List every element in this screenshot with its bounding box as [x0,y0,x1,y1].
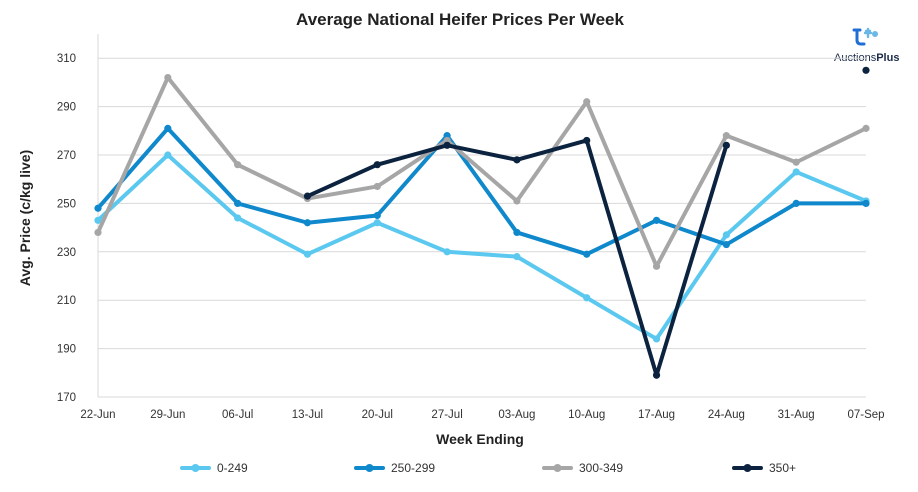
y-tick-170: 170 [57,392,76,404]
data-point-250-299-03-Aug [513,228,521,237]
y-axis-ticks: 170 190 210 230 250 270 290 310 [57,53,76,404]
legend-label-0-249: 0-249 [217,461,248,475]
legend-item-250-299: 250-299 [354,461,435,475]
x-tick-27-Jul: 27-Jul [431,409,462,421]
data-point-250-299-17-Aug [652,216,661,224]
data-point-350+-10-Aug [583,136,591,145]
y-tick-190: 190 [57,344,76,356]
x-tick-22-Jun: 22-Jun [80,409,115,421]
data-point-250-299-07-Sep [862,199,870,207]
data-point-0-249-29-Jun [164,151,172,159]
data-point-350+-13-Jul [303,192,312,200]
legend-item-0-249: 0-249 [180,461,248,475]
data-point-300-349-06-Jul [234,161,242,169]
data-point-250-299-24-Aug [722,240,730,249]
data-point-350+-17-Aug [652,371,661,379]
x-tick-13-Jul: 13-Jul [292,409,323,421]
data-point-350+-27-Jul [443,141,451,149]
data-point-0-249-24-Aug [722,231,730,239]
legend-item-300-349: 300-349 [542,461,623,475]
y-axis-label: Avg. Price (c/kg live) [17,150,33,286]
data-point-0-249-10-Aug [583,294,591,302]
y-tick-210: 210 [57,295,76,307]
data-point-0-249-13-Jul [303,250,312,258]
data-point-350+-24-Aug [722,141,730,149]
data-point-250-299-13-Jul [303,219,312,227]
series-line-300-349-0 [96,75,868,269]
legend-item-350+: 350+ [732,461,796,475]
data-point-250-299-10-Aug [583,250,591,258]
data-point-300-349-29-Jun [164,73,172,82]
data-point-300-349-10-Aug [583,98,591,106]
x-tick-20-Jul: 20-Jul [362,409,393,421]
y-tick-250: 250 [57,198,76,210]
x-tick-17-Aug: 17-Aug [638,409,675,421]
data-point-300-349-07-Sep [862,124,870,132]
data-point-0-249-06-Jul [234,214,242,222]
data-point-0-249-17-Aug [652,335,661,343]
data-point-300-349-24-Aug [722,132,730,140]
data-point-350+-07-Sep [862,66,870,74]
data-point-300-349-31-Aug [792,158,800,166]
data-point-300-349-22-Jun [94,228,102,237]
data-point-0-249-22-Jun [94,216,102,224]
legend-swatch-marker-250-299 [365,464,374,472]
x-tick-06-Jul: 06-Jul [222,409,253,421]
series-line-250-299-0 [96,126,868,257]
y-tick-270: 270 [57,150,76,162]
auctionsplus-logo: AuctionsPlus [834,27,899,64]
legend: 0-249 250-299 300-349 350+ [180,461,796,475]
data-point-250-299-06-Jul [234,199,242,207]
series-lines [94,66,870,379]
auctionsplus-logo-icon [852,27,878,46]
legend-label-350+: 350+ [769,461,796,475]
x-axis-ticks: 22-Jun 29-Jun 06-Jul 13-Jul 20-Jul 27-Jul 03-A… [80,409,884,421]
data-point-350+-03-Aug [513,156,521,164]
grid-lines [97,34,866,398]
legend-label-300-349: 300-349 [579,461,623,475]
x-tick-07-Sep: 07-Sep [847,409,884,421]
data-point-0-249-27-Jul [443,248,451,256]
series-0-249 [94,151,870,343]
legend-label-250-299: 250-299 [391,461,435,475]
legend-swatch-marker-350+ [743,464,752,472]
data-point-300-349-20-Jul [373,182,381,191]
x-tick-03-Aug: 03-Aug [498,409,535,421]
data-point-0-249-03-Aug [513,253,521,261]
data-point-250-299-22-Jun [94,204,102,212]
data-point-0-249-20-Jul [373,219,381,227]
data-point-350+-20-Jul [373,161,381,169]
y-tick-290: 290 [57,102,76,114]
brand-name-part2: Plus [876,52,899,64]
data-point-300-349-17-Aug [652,262,661,270]
data-point-0-249-31-Aug [792,168,800,176]
series-line-0-249-0 [96,153,868,341]
series-300-349 [94,73,870,270]
y-tick-230: 230 [57,247,76,259]
y-tick-310: 310 [57,53,76,65]
series-350+ [303,66,870,379]
data-point-250-299-29-Jun [164,124,172,132]
x-tick-31-Aug: 31-Aug [778,409,815,421]
legend-swatch-marker-0-249 [191,464,200,472]
x-axis-label: Week Ending [436,431,524,447]
chart-title: Average National Heifer Prices Per Week [296,10,624,29]
x-tick-24-Aug: 24-Aug [708,409,745,421]
legend-swatch-marker-300-349 [553,464,562,472]
x-tick-10-Aug: 10-Aug [568,409,605,421]
x-tick-29-Jun: 29-Jun [150,409,185,421]
data-point-250-299-31-Aug [792,199,800,207]
data-point-250-299-20-Jul [373,211,381,220]
series-250-299 [94,124,870,258]
data-point-300-349-03-Aug [513,197,521,205]
